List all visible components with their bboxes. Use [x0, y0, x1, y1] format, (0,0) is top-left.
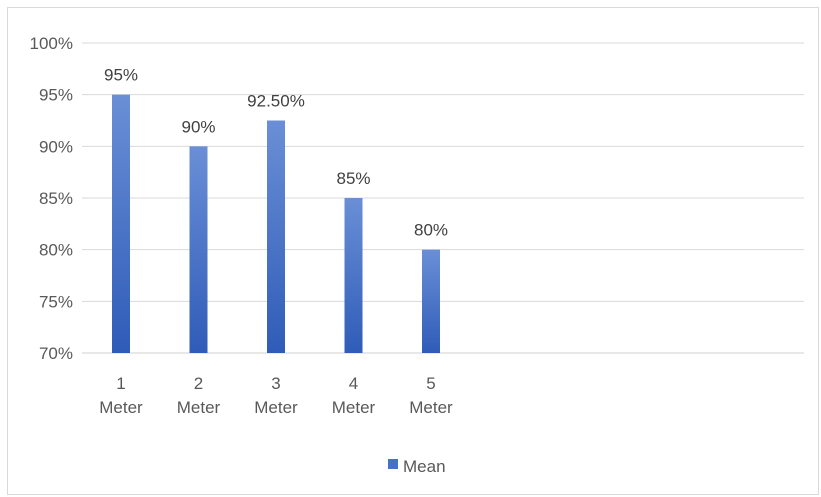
y-tick-label: 100%	[30, 34, 73, 53]
legend-label: Mean	[403, 457, 446, 476]
x-tick-label: 1	[116, 374, 125, 393]
data-label: 85%	[336, 169, 370, 188]
x-tick-label: 2	[194, 374, 203, 393]
data-label: 80%	[414, 221, 448, 240]
x-tick-label: Meter	[177, 398, 221, 417]
y-tick-label: 80%	[39, 241, 73, 260]
data-label: 95%	[104, 66, 138, 85]
chart-frame	[7, 7, 819, 495]
x-axis-categories: 1 Meter 2 Meter 3 Meter 4 Meter 5 Meter	[99, 374, 453, 417]
x-tick-label: Meter	[99, 398, 143, 417]
x-tick-label: Meter	[254, 398, 298, 417]
y-tick-label: 90%	[39, 137, 73, 156]
y-tick-label: 95%	[39, 86, 73, 105]
x-tick-label: 4	[349, 374, 358, 393]
x-tick-label: 5	[426, 374, 435, 393]
legend-swatch	[388, 459, 398, 469]
legend: Mean	[388, 457, 446, 476]
y-tick-label: 70%	[39, 344, 73, 363]
bar	[112, 94, 130, 354]
x-tick-label: Meter	[409, 398, 453, 417]
bar	[189, 146, 208, 353]
data-labels: 95% 90% 92.50% 85% 80%	[104, 66, 448, 240]
y-tick-label: 75%	[39, 292, 73, 311]
x-tick-label: Meter	[332, 398, 376, 417]
y-axis-ticks: 70% 75% 80% 85% 90% 95% 100%	[30, 34, 73, 363]
bar	[344, 198, 363, 353]
y-tick-label: 85%	[39, 189, 73, 208]
data-label: 92.50%	[247, 92, 305, 111]
bar	[267, 120, 285, 353]
x-tick-label: 3	[271, 374, 280, 393]
bar	[422, 249, 440, 353]
data-label: 90%	[181, 117, 215, 136]
bars	[112, 94, 440, 354]
